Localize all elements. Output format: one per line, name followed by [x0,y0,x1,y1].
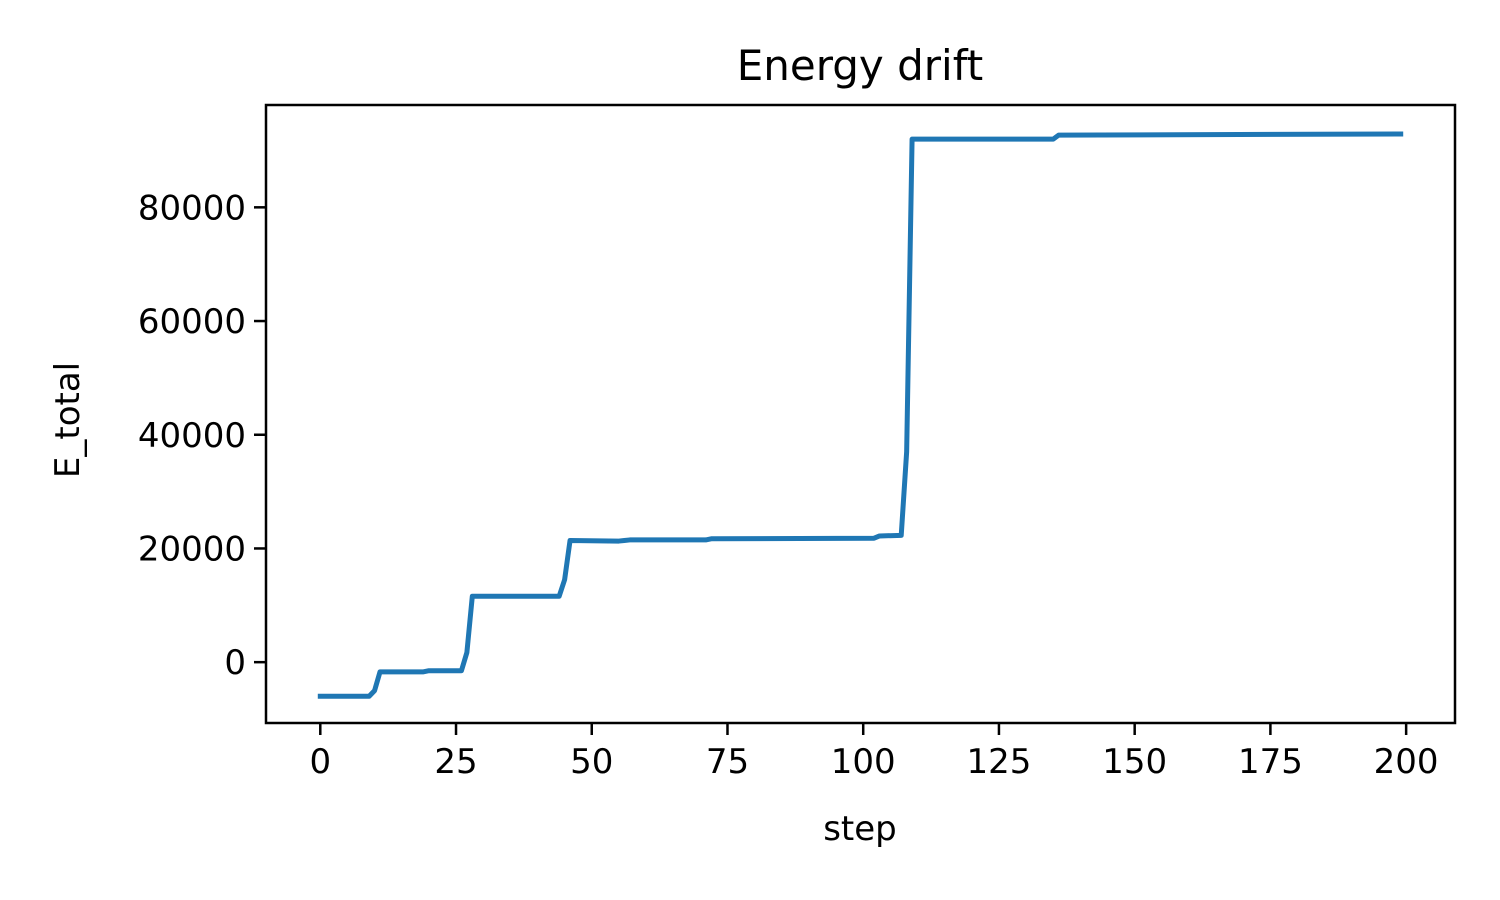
x-tick-label: 75 [706,742,749,782]
x-tick-label: 175 [1238,742,1303,782]
chart-title: Energy drift [737,41,984,90]
y-tick-label: 0 [224,643,246,683]
x-tick-label: 125 [966,742,1031,782]
x-tick-label: 200 [1374,742,1439,782]
y-tick-label: 20000 [138,529,246,569]
plot-area [317,131,1404,699]
x-axis: 0 25 50 75 100 125 150 175 200 [309,723,1439,782]
x-tick-label: 25 [434,742,477,782]
y-tick-label: 40000 [138,416,246,456]
y-tick-label: 60000 [138,302,246,342]
y-tick-label: 80000 [138,188,246,228]
y-axis-label: E_total [48,362,88,478]
y-axis: 0 20000 40000 60000 80000 [138,188,266,683]
axes-frame [264,103,1457,725]
x-axis-label: step [823,809,897,849]
x-tick-label: 100 [831,742,896,782]
x-tick-label: 150 [1102,742,1167,782]
x-tick-label: 50 [570,742,613,782]
series-line-0 [317,131,1404,699]
x-tick-label: 0 [309,742,331,782]
